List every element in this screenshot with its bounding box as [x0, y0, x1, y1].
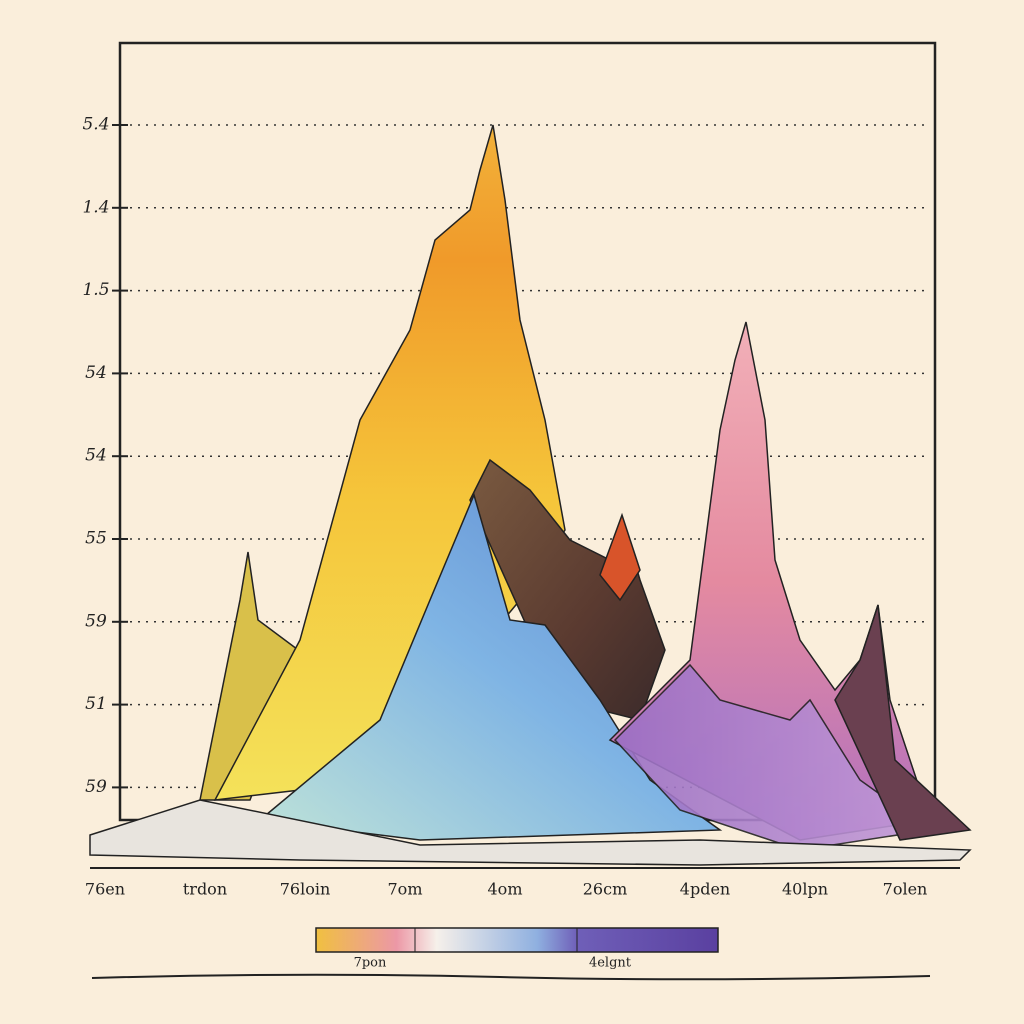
- legend-bar: [315, 927, 719, 953]
- peak-red: [599, 512, 641, 602]
- x-label: 4pden: [680, 880, 730, 899]
- y-label: 54: [85, 363, 107, 383]
- x-label: 76loin: [280, 880, 331, 899]
- ground: [89, 799, 972, 866]
- y-label: 55: [85, 529, 107, 549]
- x-label: 7olen: [883, 880, 928, 899]
- legend-label: 4elgnt: [589, 956, 632, 971]
- y-label: 54: [85, 446, 107, 466]
- y-label: 59: [85, 611, 107, 631]
- y-label: 51: [85, 694, 107, 714]
- legend-label: 7pon: [354, 956, 387, 971]
- x-label: 26cm: [583, 880, 628, 899]
- peak-dark: [834, 604, 972, 841]
- x-label: 4om: [488, 880, 523, 899]
- x-label: 76en: [85, 880, 125, 899]
- y-label: 1.5: [82, 280, 109, 300]
- y-label: 5.4: [82, 115, 109, 135]
- x-label: 7om: [388, 880, 423, 899]
- baseline-rule: [91, 973, 931, 981]
- peak-small-left: [199, 551, 306, 801]
- x-label: trdon: [183, 880, 227, 899]
- y-label: 1.4: [82, 197, 109, 217]
- y-label: 59: [85, 777, 107, 797]
- peak-blue: [258, 492, 723, 841]
- x-label: 40lpn: [782, 880, 828, 899]
- peak-purple: [613, 663, 932, 851]
